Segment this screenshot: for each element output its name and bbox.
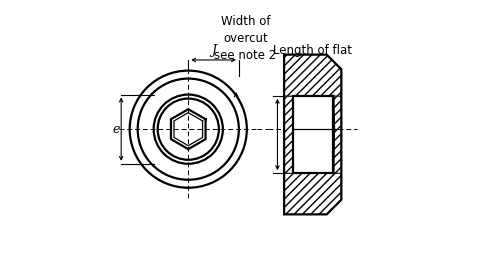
- Polygon shape: [294, 96, 333, 173]
- Text: Length of flat: Length of flat: [273, 44, 352, 57]
- Polygon shape: [284, 55, 341, 214]
- Text: e: e: [113, 123, 120, 136]
- Text: J: J: [211, 44, 216, 57]
- Text: Width of
overcut
see note 2: Width of overcut see note 2: [215, 15, 276, 62]
